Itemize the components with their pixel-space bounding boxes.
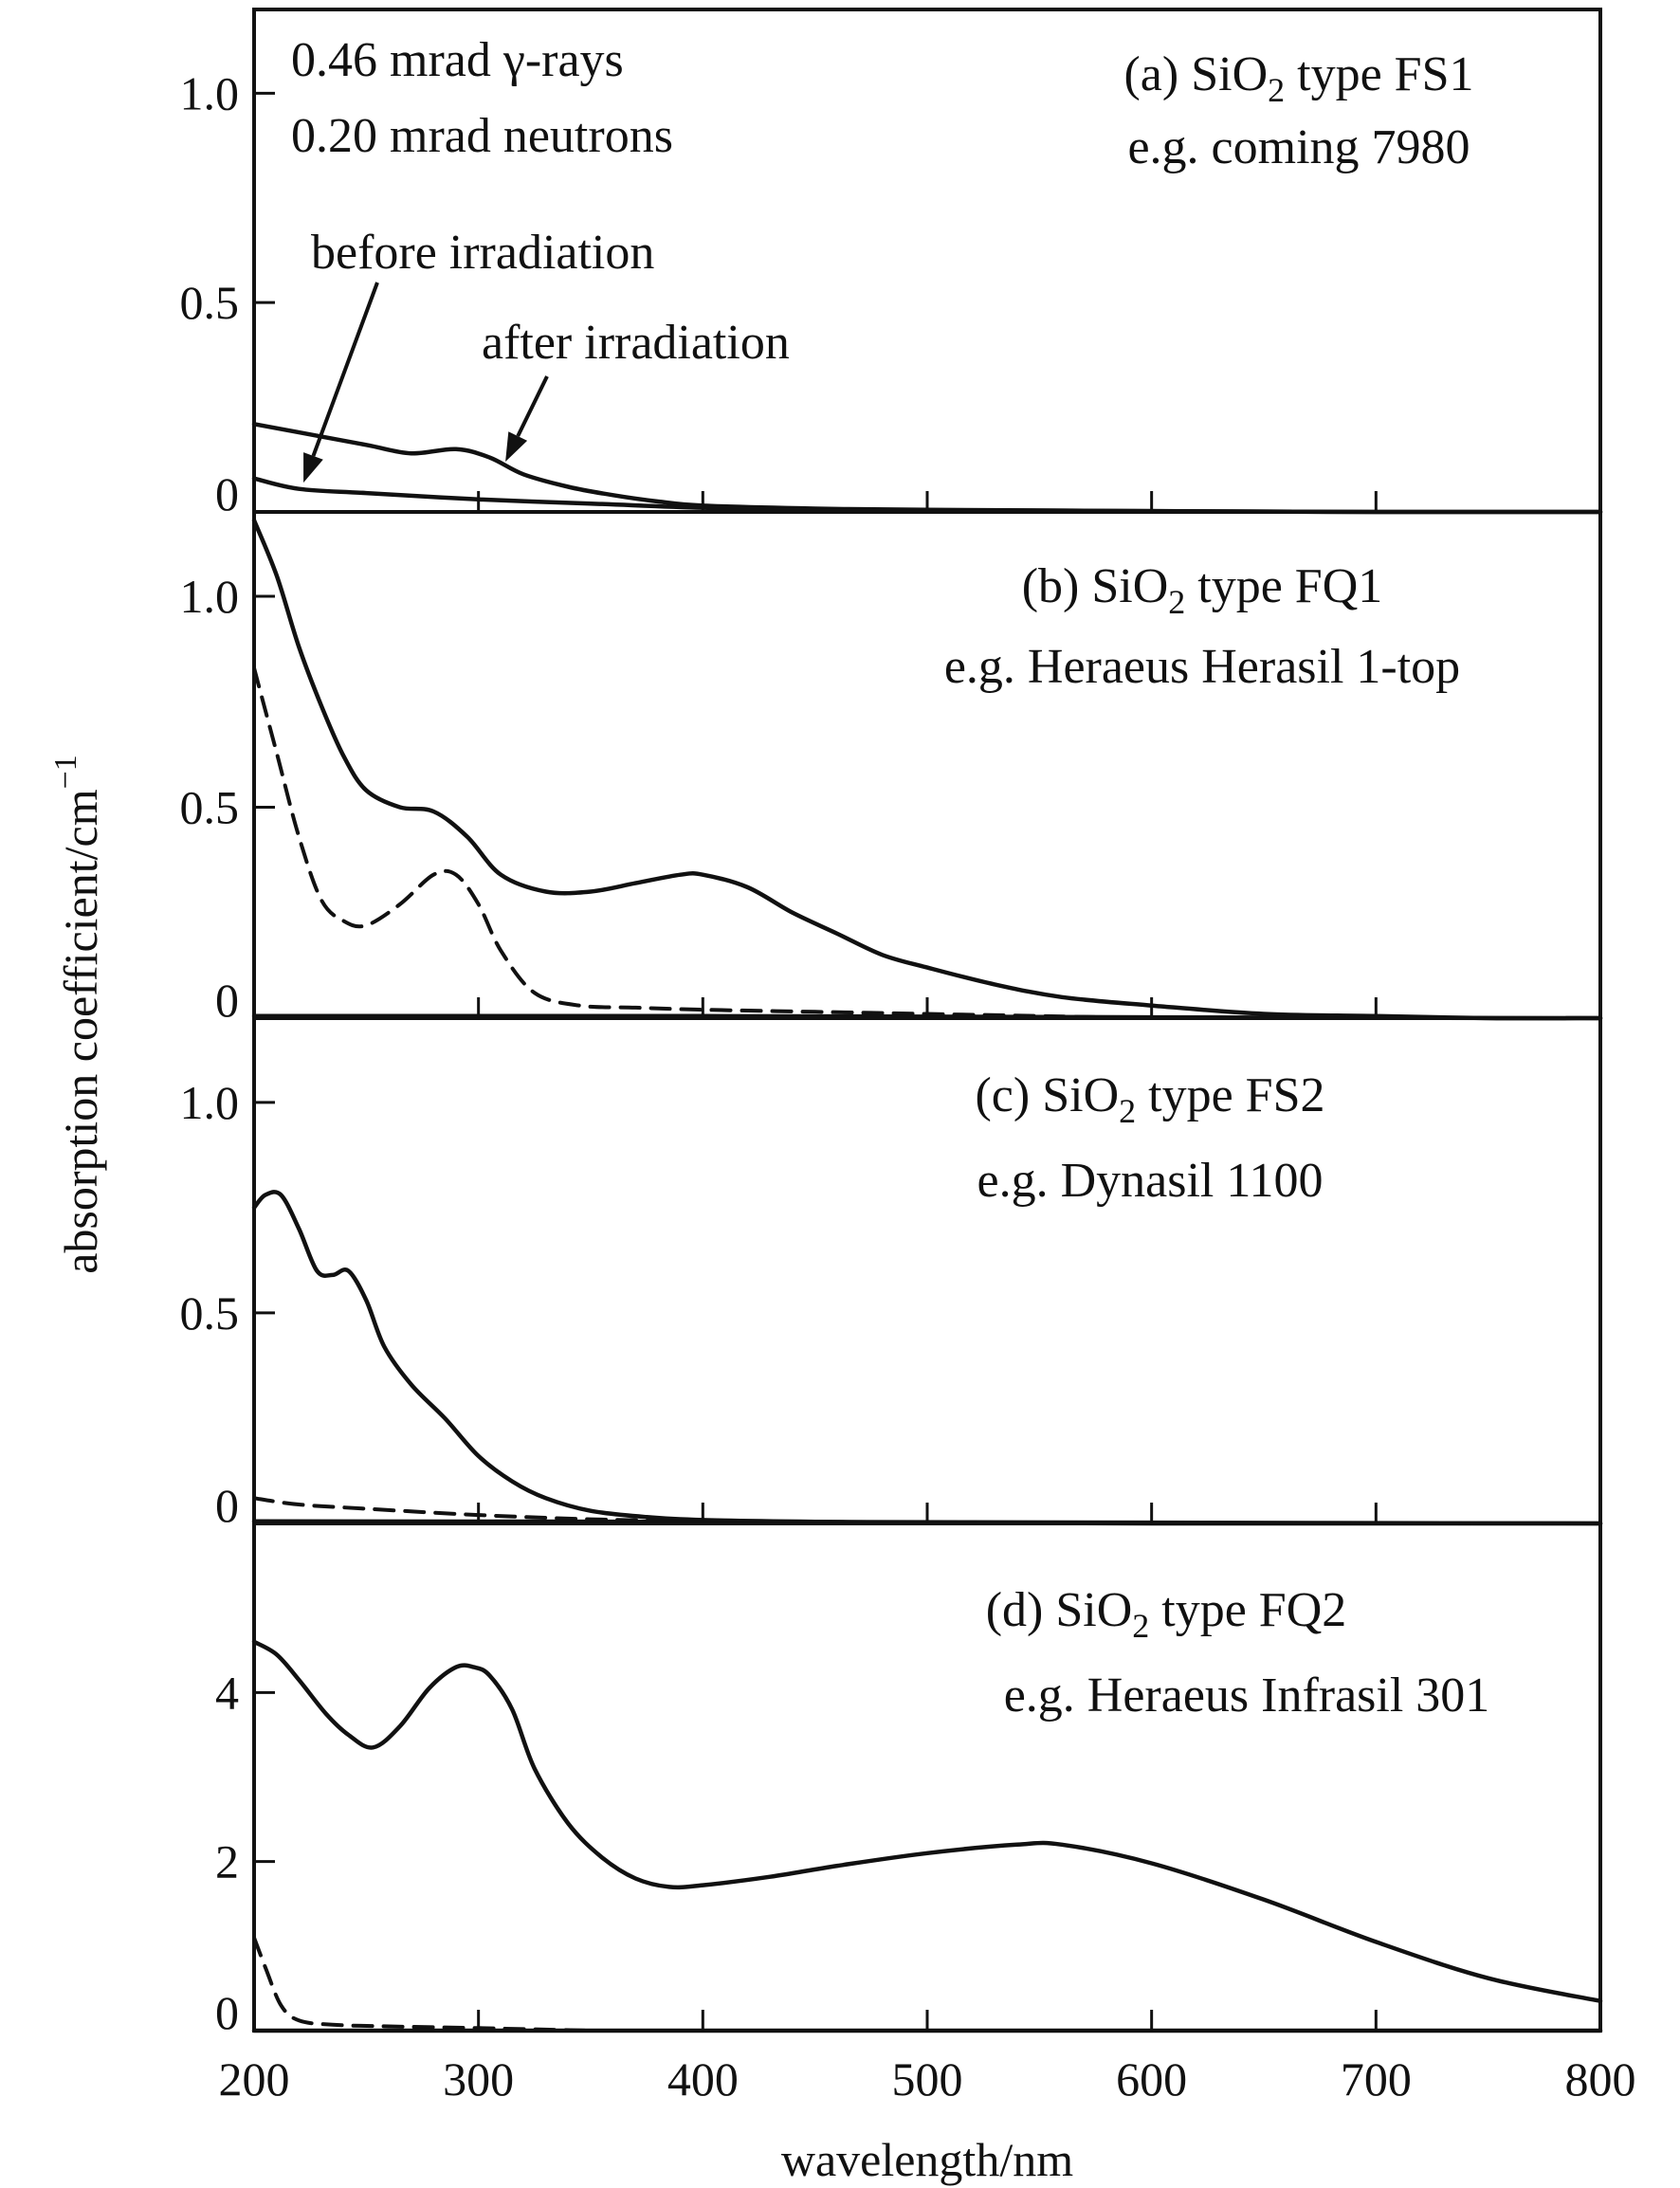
panel-title: (a) SiO2 type FS1 — [1123, 47, 1473, 109]
y-tick-label: 0.5 — [180, 1286, 240, 1340]
y-tick-label: 0 — [215, 1986, 239, 2039]
series-line — [252, 1935, 593, 2033]
panel-subtitle: e.g. Dynasil 1100 — [977, 1154, 1324, 1208]
x-tick-label: 700 — [1341, 2052, 1412, 2106]
panel-title-subscript: 2 — [1132, 1607, 1149, 1645]
panel-subtitle: e.g. coming 7980 — [1127, 120, 1470, 174]
annotation-label: after irradiation — [482, 316, 790, 370]
x-axis: 200 300 400 500 600 700 800 — [219, 2052, 1636, 2106]
y-tick-label: 0 — [215, 974, 239, 1027]
panel-note: 0.20 mrad neutrons — [291, 109, 673, 163]
series-line — [251, 1639, 1603, 2004]
panel-c: 0 0.5 1.0 (c) SiO2 type FS2 e.g. Dynasil 110… — [180, 1016, 1603, 1532]
y-tick-label: 1.0 — [180, 570, 240, 623]
x-axis-title: wavelength/nm — [781, 2133, 1073, 2186]
annotation-arrow — [516, 375, 549, 437]
annotation-label: before irradiation — [311, 226, 654, 280]
y-tick-label: 0 — [215, 1479, 239, 1532]
panel-title-subscript: 2 — [1168, 583, 1185, 621]
series-line — [252, 666, 1154, 1020]
x-tick-label: 400 — [667, 2052, 739, 2106]
panel-frame — [252, 510, 1602, 1020]
panel-title-subscript: 2 — [1119, 1092, 1136, 1130]
y-tick-label: 0.5 — [180, 276, 240, 329]
panel-title-suffix: type FS2 — [1136, 1068, 1324, 1122]
x-tick-label: 600 — [1116, 2052, 1187, 2106]
panel-title-prefix: (d) SiO — [986, 1583, 1133, 1637]
panel-title-suffix: type FQ2 — [1149, 1583, 1346, 1637]
x-tick-label: 800 — [1565, 2052, 1636, 2106]
x-tick-label: 500 — [892, 2052, 963, 2106]
panel-frame — [252, 1522, 1602, 2033]
panel-subtitle: e.g. Heraeus Infrasil 301 — [1004, 1668, 1490, 1723]
annotation-arrowhead — [303, 452, 323, 483]
series-line — [251, 1190, 1603, 1526]
panel-title-prefix: (c) SiO — [975, 1068, 1119, 1122]
x-tick-label: 300 — [443, 2052, 514, 2106]
annotation-arrow — [311, 282, 379, 457]
panel-title-suffix: type FS1 — [1285, 47, 1473, 101]
panel-frame — [252, 1016, 1602, 1525]
panel-b: 0 0.5 1.0 (b) SiO2 type FQ1 e.g. Heraeus Her… — [180, 510, 1603, 1027]
panel-title: (d) SiO2 type FQ2 — [986, 1583, 1347, 1645]
panel-title-suffix: type FQ1 — [1185, 559, 1382, 613]
annotation-arrowhead — [505, 431, 528, 462]
series-line — [251, 518, 1603, 1021]
panel-title: (c) SiO2 type FS2 — [975, 1068, 1324, 1130]
panel-title-prefix: (a) SiO — [1123, 47, 1268, 101]
y-tick-label: 4 — [215, 1666, 239, 1719]
panel-a: 0 0.5 1.0 (a) SiO2 type FS1 e.g. coming 7980… — [180, 8, 1603, 520]
panel-subtitle: e.g. Heraeus Herasil 1-top — [944, 640, 1460, 694]
panel-title-subscript: 2 — [1268, 71, 1285, 109]
y-axis-title: absorption coefficient/cm−1 — [48, 755, 107, 1274]
panel-title-prefix: (b) SiO — [1022, 559, 1169, 613]
x-tick-label: 200 — [219, 2052, 290, 2106]
panel-note: 0.46 mrad γ-rays — [291, 33, 624, 87]
y-tick-label: 2 — [215, 1835, 239, 1888]
y-tick-label: 0.5 — [180, 781, 240, 834]
y-tick-label: 1.0 — [180, 66, 240, 119]
y-tick-label: 0 — [215, 467, 239, 520]
panel-title: (b) SiO2 type FQ1 — [1022, 559, 1383, 621]
y-tick-label: 1.0 — [180, 1076, 240, 1129]
